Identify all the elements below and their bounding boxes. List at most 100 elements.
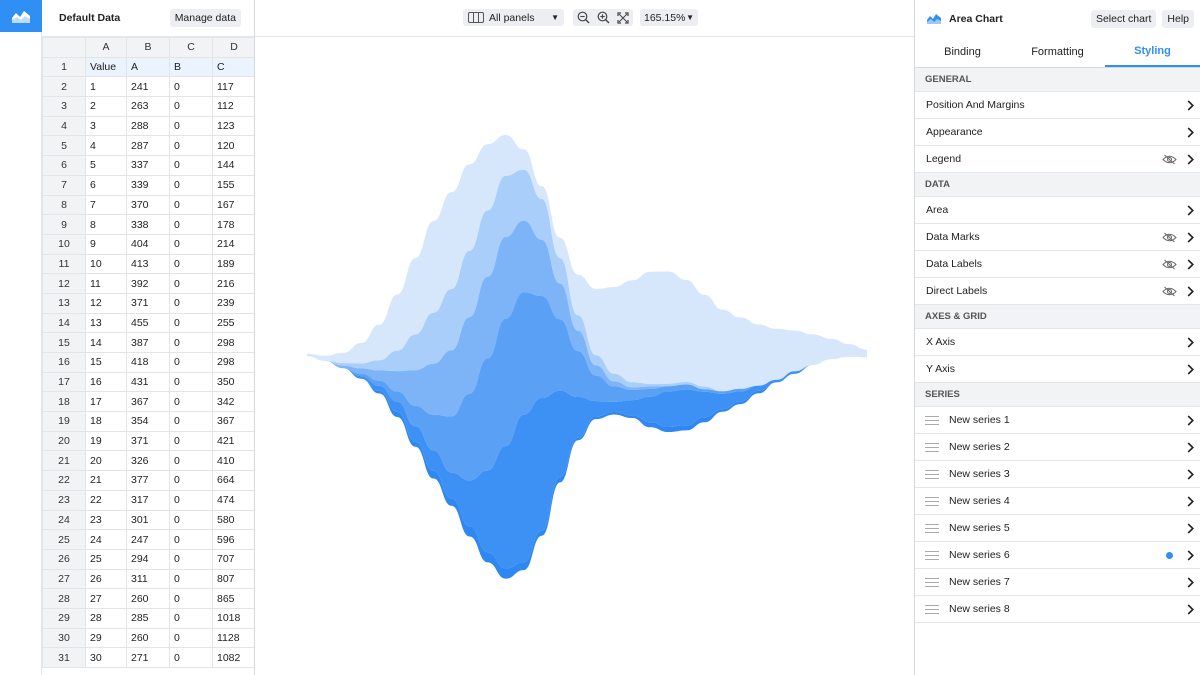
table-cell[interactable]: 214: [212, 233, 254, 255]
table-cell[interactable]: 664: [212, 470, 254, 491]
table-cell[interactable]: 0: [169, 548, 213, 570]
table-cell[interactable]: 0: [169, 312, 213, 334]
table-cell[interactable]: 298: [212, 332, 254, 353]
table-cell[interactable]: 367: [212, 411, 254, 432]
chart-canvas[interactable]: [255, 37, 914, 675]
column-header[interactable]: B: [126, 37, 170, 58]
table-cell[interactable]: 0: [169, 273, 213, 294]
area-series-3[interactable]: [307, 220, 867, 417]
table-cell[interactable]: 239: [212, 292, 254, 314]
row-number[interactable]: 24: [42, 509, 86, 531]
table-cell[interactable]: Value: [85, 56, 127, 78]
table-cell[interactable]: 339: [126, 174, 170, 196]
table-cell[interactable]: 0: [169, 411, 213, 432]
table-cell[interactable]: 0: [169, 568, 213, 590]
table-cell[interactable]: C: [212, 56, 254, 78]
table-cell[interactable]: 255: [212, 312, 254, 334]
row-number[interactable]: 28: [42, 588, 86, 609]
table-cell[interactable]: 0: [169, 371, 213, 393]
table-cell[interactable]: 7: [85, 194, 127, 216]
table-cell[interactable]: 263: [126, 96, 170, 117]
table-cell[interactable]: 25: [85, 548, 127, 570]
table-cell[interactable]: 4: [85, 135, 127, 157]
table-cell[interactable]: 342: [212, 391, 254, 413]
table-cell[interactable]: 0: [169, 135, 213, 157]
series-row-7[interactable]: New series 7: [915, 569, 1200, 596]
table-cell[interactable]: 337: [126, 155, 170, 176]
row-number[interactable]: 29: [42, 607, 86, 629]
row-number[interactable]: 25: [42, 529, 86, 550]
series-row-2[interactable]: New series 2: [915, 434, 1200, 461]
manage-data-button[interactable]: Manage data: [169, 9, 241, 27]
row-number[interactable]: 13: [42, 292, 86, 314]
table-cell[interactable]: 0: [169, 529, 213, 550]
table-cell[interactable]: 0: [169, 155, 213, 176]
table-cell[interactable]: 287: [126, 135, 170, 157]
table-cell[interactable]: 1: [85, 76, 127, 98]
table-cell[interactable]: 120: [212, 135, 254, 157]
eye-off-icon[interactable]: [1162, 259, 1177, 270]
row-number[interactable]: 2: [42, 76, 86, 98]
row-appearance[interactable]: Appearance: [915, 119, 1200, 146]
table-cell[interactable]: 0: [169, 76, 213, 98]
table-cell[interactable]: 285: [126, 607, 170, 629]
row-number[interactable]: 20: [42, 430, 86, 452]
table-cell[interactable]: 155: [212, 174, 254, 196]
row-position-and-margins[interactable]: Position And Margins: [915, 92, 1200, 119]
table-cell[interactable]: 24: [85, 529, 127, 550]
row-number[interactable]: 18: [42, 391, 86, 413]
table-cell[interactable]: 27: [85, 588, 127, 609]
eye-off-icon[interactable]: [1162, 232, 1177, 243]
area-series-5[interactable]: [307, 356, 867, 569]
row-direct-labels[interactable]: Direct Labels: [915, 278, 1200, 305]
table-cell[interactable]: 11: [85, 273, 127, 294]
table-cell[interactable]: 17: [85, 391, 127, 413]
row-number[interactable]: 6: [42, 155, 86, 176]
row-number[interactable]: 8: [42, 194, 86, 216]
help-button[interactable]: Help: [1162, 9, 1194, 28]
table-cell[interactable]: 6: [85, 174, 127, 196]
row-number[interactable]: 19: [42, 411, 86, 432]
table-cell[interactable]: 22: [85, 489, 127, 511]
drag-handle-icon[interactable]: [925, 523, 939, 533]
table-cell[interactable]: B: [169, 56, 213, 78]
zoom-level-dropdown[interactable]: 165.15% ▼: [640, 9, 698, 26]
table-cell[interactable]: 370: [126, 194, 170, 216]
row-data-labels[interactable]: Data Labels: [915, 251, 1200, 278]
tab-formatting[interactable]: Formatting: [1031, 46, 1084, 58]
table-cell[interactable]: 580: [212, 509, 254, 531]
table-cell[interactable]: 317: [126, 489, 170, 511]
table-cell[interactable]: 20: [85, 450, 127, 472]
table-cell[interactable]: 1082: [212, 647, 254, 668]
table-cell[interactable]: 418: [126, 352, 170, 373]
table-cell[interactable]: 167: [212, 194, 254, 216]
table-cell[interactable]: 21: [85, 470, 127, 491]
table-cell[interactable]: 367: [126, 391, 170, 413]
table-cell[interactable]: 16: [85, 371, 127, 393]
table-cell[interactable]: 18: [85, 411, 127, 432]
row-data-marks[interactable]: Data Marks: [915, 224, 1200, 251]
table-cell[interactable]: 326: [126, 450, 170, 472]
table-cell[interactable]: 0: [169, 253, 213, 275]
table-cell[interactable]: 216: [212, 273, 254, 294]
row-number[interactable]: 26: [42, 548, 86, 570]
table-cell[interactable]: 8: [85, 214, 127, 235]
table-cell[interactable]: 260: [126, 627, 170, 649]
row-number[interactable]: 10: [42, 233, 86, 255]
table-cell[interactable]: A: [126, 56, 170, 78]
row-number[interactable]: 9: [42, 214, 86, 235]
table-cell[interactable]: 13: [85, 312, 127, 334]
table-cell[interactable]: 413: [126, 253, 170, 275]
table-cell[interactable]: 311: [126, 568, 170, 590]
tab-styling[interactable]: Styling: [1105, 37, 1200, 67]
row-number[interactable]: 12: [42, 273, 86, 294]
table-cell[interactable]: 0: [169, 174, 213, 196]
row-area[interactable]: Area: [915, 197, 1200, 224]
table-cell[interactable]: 350: [212, 371, 254, 393]
table-cell[interactable]: 12: [85, 292, 127, 314]
row-y-axis[interactable]: Y Axis: [915, 356, 1200, 383]
table-cell[interactable]: 410: [212, 450, 254, 472]
table-cell[interactable]: 260: [126, 588, 170, 609]
table-cell[interactable]: 30: [85, 647, 127, 668]
area-series-2[interactable]: [307, 169, 867, 392]
